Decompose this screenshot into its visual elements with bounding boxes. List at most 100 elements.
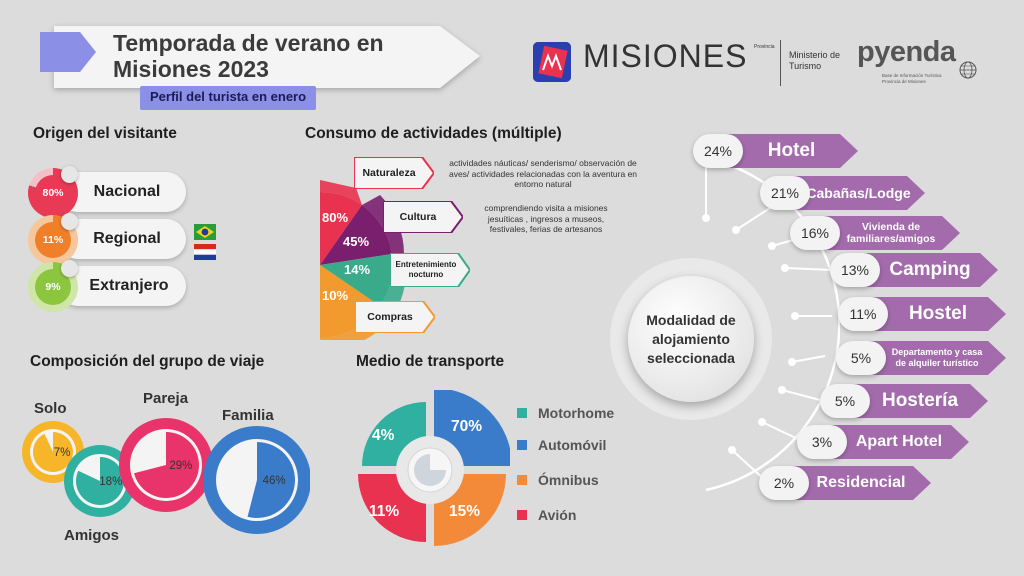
desc-naturaleza: actividades náuticas/ senderismo/ observ… <box>448 158 638 189</box>
legend-label: Motorhome <box>538 405 615 421</box>
misiones-wordmark: MISIONES <box>583 38 748 74</box>
origen-heading: Origen del visitante <box>33 125 177 142</box>
tag-entretenimiento: Entretenimiento nocturno <box>395 260 457 279</box>
legend-label: Avión <box>538 507 577 523</box>
transporte-pct-automovil: 70% <box>451 418 483 435</box>
origen-label: Regional <box>93 230 161 247</box>
pct-naturaleza: 80% <box>322 210 349 225</box>
alojamiento-label: Residencial <box>791 466 931 500</box>
page-subtitle: Perfil del turista en enero <box>140 86 317 110</box>
alojamiento-label: Camping <box>862 253 998 287</box>
grupo-wedge-solo <box>32 432 73 472</box>
tag-naturaleza: Naturaleza <box>362 167 416 179</box>
transporte-pct-motorhome: 4% <box>372 427 395 444</box>
alojamiento-pct: 5% <box>836 341 886 375</box>
misiones-logo-icon <box>533 42 571 82</box>
desc-cultura: comprendiendo visita a misiones jesuític… <box>484 203 608 234</box>
alojamiento-label: Vivienda de familiares/amigos <box>822 216 960 250</box>
grupo-chart: 7% 18% 29% 46% <box>22 418 310 534</box>
alojamiento-row: 21% Cabañas/Lodge <box>760 176 925 210</box>
grupo-label-familia: Familia <box>222 407 274 424</box>
logo-divider <box>780 40 781 86</box>
legend-label: Automóvil <box>538 437 607 453</box>
grupo-label-solo: Solo <box>34 400 67 417</box>
legend-swatch <box>517 510 527 520</box>
alojamiento-label: Hostería <box>852 384 988 418</box>
pct-cultura: 45% <box>343 234 370 249</box>
alojamiento-pct: 5% <box>820 384 870 418</box>
consumo-wedge-naturaleza <box>320 191 362 265</box>
ministerio-text: Ministerio de Turismo <box>789 50 841 71</box>
tag-naturaleza-shape <box>354 157 434 189</box>
alojamiento-label: Departamento y casa de alquiler turístic… <box>868 341 1006 375</box>
alojamiento-row: 13% Camping <box>830 253 998 287</box>
grupo-wedge-pareja <box>134 432 199 498</box>
grupo-label-pareja: Pareja <box>143 390 189 407</box>
alojamiento-row: 11% Hostel <box>838 297 1006 331</box>
pct-entretenimiento: 14% <box>344 262 371 277</box>
page-title: Temporada de verano en Misiones 2023 <box>113 30 384 82</box>
legend-avion: Avión <box>517 507 576 523</box>
legend-swatch <box>517 408 527 418</box>
legend-swatch <box>517 475 527 485</box>
legend-motorhome: Motorhome <box>517 405 614 421</box>
tag-cultura-shape <box>383 201 463 233</box>
alojamiento-pct: 11% <box>838 297 888 331</box>
title-banner <box>40 26 480 88</box>
origen-label: Extranjero <box>89 277 169 294</box>
grupo-label-amigos: Amigos <box>64 527 120 544</box>
transporte-pct-omnibus: 15% <box>449 503 481 520</box>
origen-dot <box>61 213 78 230</box>
alojamiento-pct: 21% <box>760 176 810 210</box>
consumo-wedge-cultura <box>320 205 392 265</box>
pyenda-subtitle: Base de Información Turística Provincia … <box>882 73 942 84</box>
consumo-heading: Consumo de actividades (múltiple) <box>305 125 562 142</box>
transporte-heading: Medio de transporte <box>356 353 505 370</box>
misiones-tag: Provincia <box>754 44 775 50</box>
legend-omnibus: Ómnibus <box>517 472 599 488</box>
grupo-pct-amigos: 18% <box>99 476 122 488</box>
pie-chart-icon <box>414 454 446 486</box>
grupo-pct-familia: 46% <box>263 475 286 487</box>
legend-automovil: Automóvil <box>517 437 606 453</box>
grupo-pct-pareja: 29% <box>169 460 192 472</box>
pyenda-wordmark: pyenda <box>857 36 956 68</box>
transporte-chart <box>358 390 510 546</box>
alojamiento-label: Apart Hotel <box>829 425 969 459</box>
alojamiento-center: Modalidad de alojamiento seleccionada <box>628 276 754 402</box>
origen-pill-extranjero: Extranjero <box>58 266 186 306</box>
tag-compras: Compras <box>367 311 413 323</box>
consumo-wedge-entretenimiento <box>320 254 393 306</box>
alojamiento-label: Cabañas/Lodge <box>792 176 925 210</box>
origen-ring-extranjero: 9% <box>28 262 78 312</box>
grupo-wedge-amigos <box>76 457 125 505</box>
origen-label: Nacional <box>93 183 161 200</box>
grupo-heading: Composición del grupo de viaje <box>30 353 265 370</box>
alojamiento-pct: 3% <box>797 425 847 459</box>
origen-dot <box>61 166 78 183</box>
alojamiento-row: 5% Departamento y casa de alquiler turís… <box>836 341 1006 375</box>
pct-compras: 10% <box>322 288 349 303</box>
legend-swatch <box>517 440 527 450</box>
grupo-wedge-familia <box>247 442 295 518</box>
alojamiento-row: 24% Hotel <box>693 134 858 168</box>
alojamiento-pct: 24% <box>693 134 743 168</box>
origen-pill-nacional: Nacional <box>58 172 186 212</box>
alojamiento-pct: 16% <box>790 216 840 250</box>
brazil-flag-icon <box>194 224 216 240</box>
origen-dot <box>61 260 78 277</box>
alojamiento-pct: 2% <box>759 466 809 500</box>
alojamiento-pct: 13% <box>830 253 880 287</box>
origen-ring-regional: 11% <box>28 215 78 265</box>
alojamiento-label: Hostel <box>870 297 1006 331</box>
alojamiento-row: 5% Hostería <box>820 384 988 418</box>
origen-pill-regional: Regional <box>58 219 186 259</box>
alojamiento-label: Hotel <box>725 134 858 168</box>
banner-accent <box>40 32 96 72</box>
transporte-pct-avion: 11% <box>369 503 400 520</box>
legend-label: Ómnibus <box>538 472 599 488</box>
alojamiento-row: 2% Residencial <box>759 466 931 500</box>
tag-compras-shape <box>355 301 435 333</box>
tag-entretenimiento-shape <box>390 253 470 287</box>
alojamiento-row: 3% Apart Hotel <box>797 425 969 459</box>
